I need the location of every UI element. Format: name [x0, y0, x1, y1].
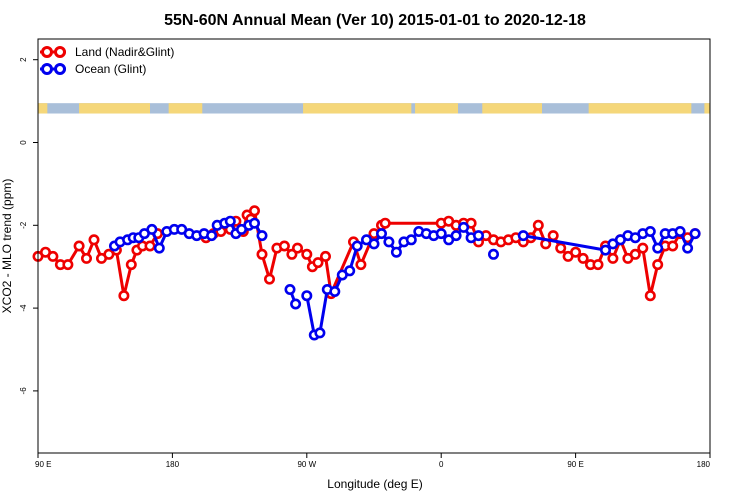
- legend: Land (Nadir&Glint) Ocean (Glint): [40, 45, 174, 76]
- data-point: [312, 257, 324, 269]
- legend-marker-ocean-2: [54, 63, 66, 75]
- strip-land-segment: [588, 103, 692, 114]
- data-point: [458, 221, 470, 233]
- data-point: [206, 230, 218, 242]
- data-point: [555, 242, 567, 254]
- series-land: [32, 205, 701, 302]
- data-point: [375, 228, 387, 240]
- data-point: [577, 252, 589, 264]
- data-point: [674, 226, 686, 238]
- data-point: [301, 290, 313, 302]
- data-point: [47, 250, 59, 262]
- data-point: [144, 240, 156, 252]
- data-point: [256, 248, 268, 260]
- data-point: [487, 248, 499, 260]
- data-point: [284, 283, 296, 295]
- data-point: [301, 248, 313, 260]
- plot-frame: [37, 38, 711, 454]
- data-point: [290, 298, 302, 310]
- data-point: [125, 259, 137, 271]
- data-point: [62, 259, 74, 271]
- x-axis-label: Longitude (deg E): [327, 477, 422, 491]
- strip-land-segment: [303, 103, 412, 114]
- legend-label-land: Land (Nadir&Glint): [75, 45, 174, 59]
- data-point: [652, 259, 664, 271]
- data-point: [667, 240, 679, 252]
- land-ocean-strip: [38, 103, 710, 114]
- legend-marker-ocean: [41, 63, 53, 75]
- chart-title: 55N-60N Annual Mean (Ver 10) 2015-01-01 …: [164, 12, 586, 29]
- strip-land-segment: [168, 103, 203, 114]
- data-point: [81, 252, 93, 264]
- data-point: [249, 217, 261, 229]
- y-tick-label: 0: [19, 140, 28, 145]
- data-point: [644, 226, 656, 238]
- strip-land-segment: [38, 103, 48, 114]
- data-point: [224, 215, 236, 227]
- data-point: [644, 290, 656, 302]
- y-tick-label: -4: [19, 304, 28, 312]
- data-point: [637, 242, 649, 254]
- legend-marker-land-2: [54, 46, 66, 58]
- data-point: [88, 234, 100, 246]
- data-point: [291, 242, 303, 254]
- data-point: [73, 240, 85, 252]
- data-point: [383, 236, 395, 248]
- x-tick-label: 90 W: [297, 460, 316, 469]
- x-axis-ticks: 90 E 180 90 W 0 90 E 180: [35, 453, 711, 469]
- data-point: [351, 240, 363, 252]
- strip-land-segment: [415, 103, 458, 114]
- data-point: [146, 223, 158, 235]
- x-tick-label: 90 E: [35, 460, 51, 469]
- legend-label-ocean: Ocean (Glint): [75, 62, 146, 76]
- data-point: [652, 242, 664, 254]
- data-point: [517, 230, 529, 242]
- data-point: [570, 246, 582, 258]
- data-point: [607, 252, 619, 264]
- data-point: [118, 290, 130, 302]
- x-tick-label: 90 E: [567, 460, 583, 469]
- y-tick-label: 2: [19, 57, 28, 62]
- data-point: [355, 259, 367, 271]
- data-point: [629, 248, 641, 260]
- data-point: [689, 228, 701, 240]
- data-point: [344, 265, 356, 277]
- strip-land-segment: [704, 103, 710, 114]
- series-layer: [32, 205, 701, 341]
- data-point: [153, 242, 165, 254]
- data-point: [319, 250, 331, 262]
- legend-marker-land: [41, 46, 53, 58]
- data-point: [435, 228, 447, 240]
- data-point: [314, 327, 326, 339]
- series-ocean: [109, 215, 701, 341]
- data-point: [390, 246, 402, 258]
- strip-land-segment: [482, 103, 542, 114]
- strip-land-segment: [79, 103, 150, 114]
- data-point: [532, 219, 544, 231]
- data-point: [256, 230, 268, 242]
- data-point: [368, 238, 380, 250]
- data-point: [599, 244, 611, 256]
- data-point: [263, 273, 275, 285]
- data-point: [547, 230, 559, 242]
- data-point: [682, 242, 694, 254]
- data-point: [450, 230, 462, 242]
- x-tick-label: 0: [439, 460, 444, 469]
- data-point: [249, 205, 261, 217]
- y-tick-label: -6: [19, 387, 28, 395]
- data-point: [592, 259, 604, 271]
- y-tick-label: -2: [19, 221, 28, 229]
- y-axis-ticks: 2 0 -2 -4 -6: [19, 57, 38, 395]
- data-point: [278, 240, 290, 252]
- data-point: [329, 285, 341, 297]
- data-point: [472, 230, 484, 242]
- data-point: [379, 217, 391, 229]
- y-axis-label: XCO2 - MLO trend (ppm): [0, 179, 14, 314]
- x-tick-label: 180: [697, 460, 711, 469]
- x-tick-label: 180: [166, 460, 180, 469]
- data-point: [405, 234, 417, 246]
